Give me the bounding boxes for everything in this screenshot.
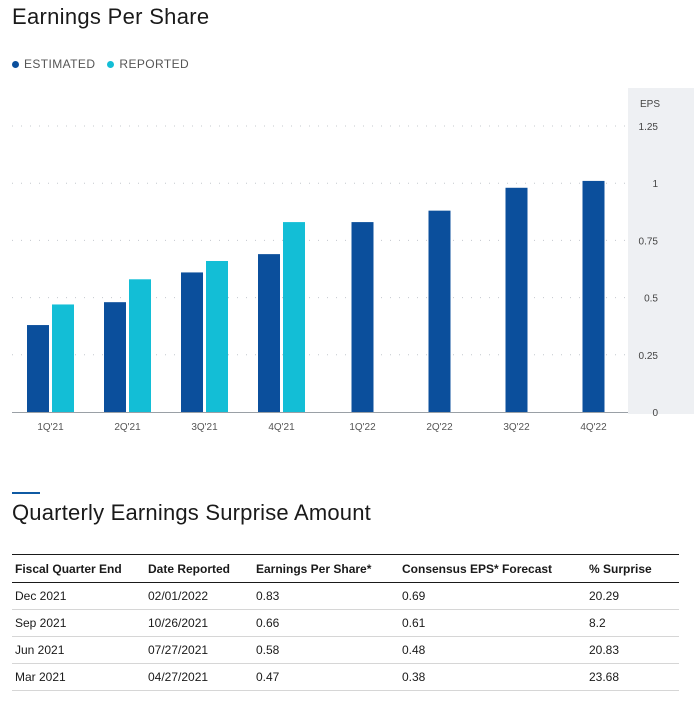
cell-consensus: 0.38 bbox=[399, 663, 586, 691]
page-title: Earnings Per Share bbox=[12, 4, 210, 29]
y-tick-label: 0.25 bbox=[639, 351, 659, 362]
y-tick-label: 1.25 bbox=[639, 122, 659, 133]
legend-item-estimated[interactable]: ESTIMATED bbox=[12, 57, 95, 71]
header-earnings-per-share: Earnings Per Share* bbox=[256, 561, 372, 576]
bar-estimated bbox=[258, 254, 280, 412]
bar-estimated bbox=[428, 210, 451, 412]
cell-date-reported: 07/27/2021 bbox=[145, 636, 253, 664]
header-percent-surprise: % Surprise bbox=[589, 561, 652, 576]
x-tick-label: 4Q'22 bbox=[580, 422, 607, 433]
cell-consensus: 0.48 bbox=[399, 636, 586, 664]
cell-fiscal-quarter: Mar 2021 bbox=[12, 663, 145, 691]
table-row: Jun 2021 07/27/2021 0.58 0.48 20.83 bbox=[12, 636, 679, 664]
table-row: Sep 2021 10/26/2021 0.66 0.61 8.2 bbox=[12, 609, 679, 637]
x-tick-label: 1Q'21 bbox=[37, 422, 64, 433]
bar-estimated bbox=[505, 187, 528, 412]
cell-surprise: 20.83 bbox=[586, 636, 679, 664]
earnings-surprise-table: Fiscal Quarter End Date Reported Earning… bbox=[12, 554, 679, 691]
eps-bar-chart: EPS 1.25 1 0.75 0.5 0.25 0 1Q'21 2Q'21 3Q'21 4Q'21… bbox=[12, 88, 694, 433]
cell-fiscal-quarter: Jun 2021 bbox=[12, 636, 145, 664]
header-consensus-forecast: Consensus EPS* Forecast bbox=[402, 561, 553, 576]
y-tick-label: 1 bbox=[652, 179, 658, 190]
cell-consensus: 0.61 bbox=[399, 609, 586, 637]
cell-surprise: 20.29 bbox=[586, 582, 679, 610]
cell-eps: 0.83 bbox=[253, 582, 399, 610]
cell-eps: 0.66 bbox=[253, 609, 399, 637]
legend-label-reported: REPORTED bbox=[119, 57, 190, 71]
table-header-row: Fiscal Quarter End Date Reported Earning… bbox=[12, 554, 679, 583]
cell-surprise: 23.68 bbox=[586, 663, 679, 691]
bar-estimated bbox=[181, 272, 203, 412]
bar-reported bbox=[283, 222, 305, 412]
chart-legend: ESTIMATED REPORTED bbox=[12, 57, 189, 71]
y-axis-label: EPS bbox=[640, 99, 660, 110]
bar-reported bbox=[52, 304, 74, 412]
table-row: Mar 2021 04/27/2021 0.47 0.38 23.68 bbox=[12, 663, 679, 691]
y-tick-label: 0 bbox=[652, 408, 658, 419]
bar-reported bbox=[206, 260, 228, 412]
estimated-dot-icon bbox=[12, 60, 19, 68]
section-accent-bar bbox=[12, 492, 40, 494]
bar-estimated bbox=[582, 180, 605, 412]
y-tick-label: 0.5 bbox=[644, 294, 658, 305]
section-title: Quarterly Earnings Surprise Amount bbox=[12, 500, 371, 525]
header-date-reported: Date Reported bbox=[148, 561, 231, 576]
reported-dot-icon bbox=[107, 60, 115, 68]
cell-fiscal-quarter: Dec 2021 bbox=[12, 582, 145, 610]
x-tick-label: 3Q'21 bbox=[191, 422, 218, 433]
bar-estimated bbox=[351, 222, 374, 412]
cell-eps: 0.58 bbox=[253, 636, 399, 664]
x-tick-label: 2Q'21 bbox=[114, 422, 141, 433]
cell-consensus: 0.69 bbox=[399, 582, 586, 610]
cell-eps: 0.47 bbox=[253, 663, 399, 691]
cell-date-reported: 02/01/2022 bbox=[145, 582, 253, 610]
legend-item-reported[interactable]: REPORTED bbox=[107, 57, 189, 71]
bar-estimated bbox=[27, 325, 49, 412]
bar-reported bbox=[129, 279, 151, 412]
cell-date-reported: 04/27/2021 bbox=[145, 663, 253, 691]
table-row: Dec 2021 02/01/2022 0.83 0.69 20.29 bbox=[12, 582, 679, 610]
header-fiscal-quarter-end: Fiscal Quarter End bbox=[15, 561, 122, 576]
legend-label-estimated: ESTIMATED bbox=[24, 57, 96, 71]
y-tick-label: 0.75 bbox=[639, 236, 659, 247]
x-tick-label: 1Q'22 bbox=[349, 422, 376, 433]
x-tick-label: 3Q'22 bbox=[503, 422, 530, 433]
x-tick-label: 4Q'21 bbox=[268, 422, 295, 433]
bar-estimated bbox=[104, 302, 126, 412]
x-tick-label: 2Q'22 bbox=[426, 422, 453, 433]
y-axis-panel bbox=[628, 88, 694, 414]
cell-surprise: 8.2 bbox=[586, 609, 679, 637]
cell-fiscal-quarter: Sep 2021 bbox=[12, 609, 145, 637]
cell-date-reported: 10/26/2021 bbox=[145, 609, 253, 637]
